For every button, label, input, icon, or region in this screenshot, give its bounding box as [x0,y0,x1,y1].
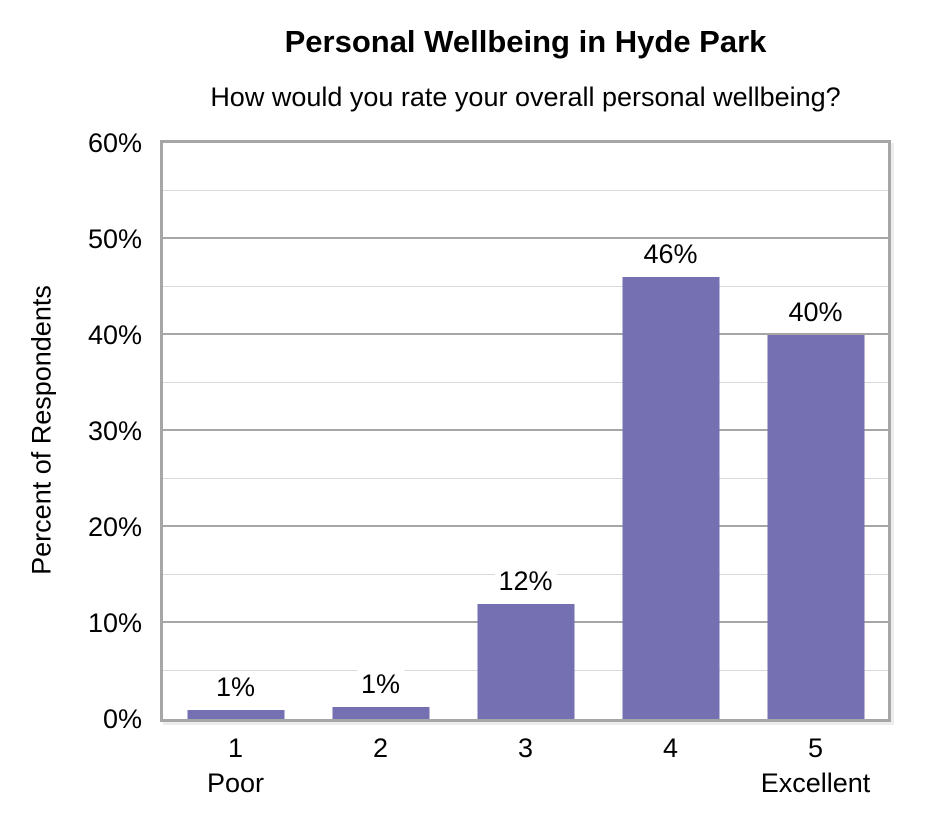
y-tick-label-20pct: 20% [87,512,142,542]
y-tick-label-50pct: 50% [87,224,142,254]
bar-1 [187,710,284,719]
plot-area: 1% 1% 12% 46% 40% [160,140,891,722]
y-tick-label-40pct: 40% [87,320,142,350]
x-axis-sublabel-excellent: Excellent [760,768,871,798]
bar-4 [622,277,719,719]
chart-subtitle: How would you rate your overall personal… [210,82,841,112]
x-axis-sublabel-empty [308,766,453,800]
bar-value-label-2: 1% [356,668,405,699]
bar-slot-2: 1% [308,143,453,719]
gridline-major [163,525,888,527]
x-tick-label-3: 3 [517,733,534,763]
y-tick-label-10pct: 10% [87,608,142,638]
bar-value-label-5: 40% [784,297,847,328]
y-tick-label-60pct: 60% [87,128,142,158]
x-tick-slot-1: 1 Poor [163,730,308,800]
x-tick-slot-5: 5 Excellent [743,730,888,800]
gridline-minor [163,190,888,191]
y-tick-label-0pct: 0% [102,704,142,734]
gridline-minor [163,478,888,479]
gridline-minor [163,382,888,383]
x-tick-label-2: 2 [372,733,389,763]
bar-slot-3: 12% [453,143,598,719]
x-tick-slot-2: 2 [308,730,453,800]
x-tick-slot-3: 3 [453,730,598,800]
x-axis-sublabel-empty [598,766,743,800]
bar-5 [767,335,864,719]
gridline-minor [163,286,888,287]
x-tick-label-5: 5 [807,733,824,763]
chart-title: Personal Wellbeing in Hyde Park [284,24,767,59]
bar-slot-4: 46% [598,143,743,719]
gridline-major [163,333,888,335]
bar-value-label-4: 46% [639,239,702,270]
bar-value-label-3: 12% [494,565,557,596]
bar-slot-5: 40% [743,143,888,719]
bar-value-label-1: 1% [211,672,260,703]
bar-2 [332,706,429,719]
x-axis-sublabel-poor: Poor [206,768,265,798]
y-tick-label-30pct: 30% [87,416,142,446]
bar-3 [477,603,574,719]
bar-slot-1: 1% [163,143,308,719]
x-tick-label-1: 1 [227,733,244,763]
gridline-major [163,237,888,239]
gridline-major [163,429,888,431]
x-tick-slot-4: 4 [598,730,743,800]
x-tick-label-4: 4 [662,733,679,763]
x-axis-sublabel-empty [453,766,598,800]
